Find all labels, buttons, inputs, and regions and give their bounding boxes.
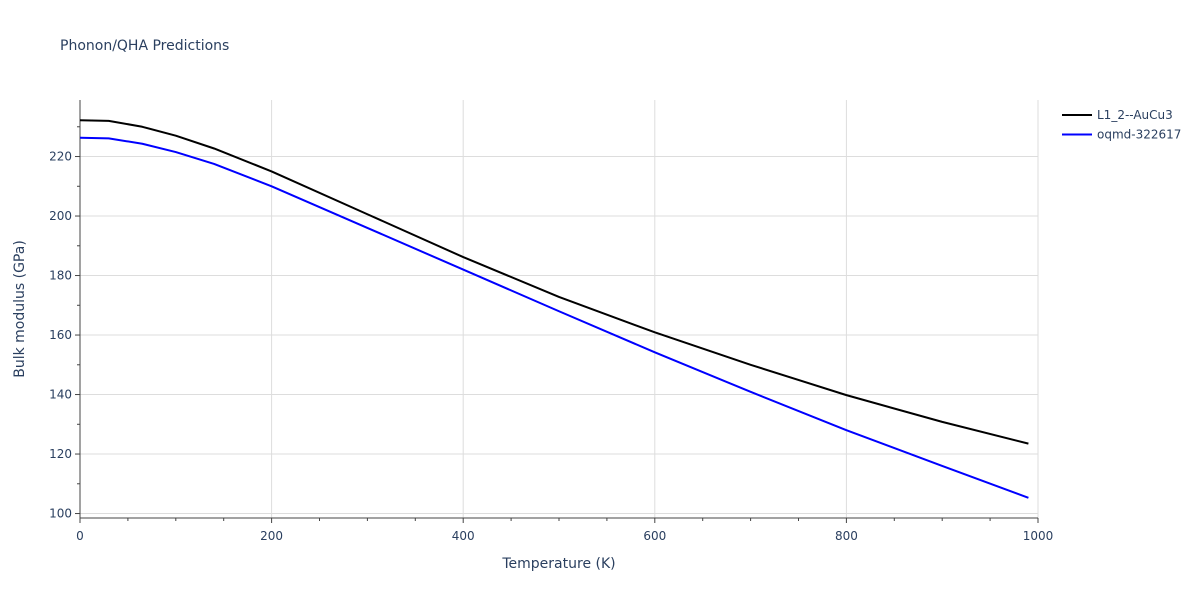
y-tick-label-1: 120 bbox=[49, 447, 72, 461]
x-tick-label-4: 800 bbox=[835, 529, 858, 543]
y-tick-label-6: 220 bbox=[49, 150, 72, 164]
x-axis-title: Temperature (K) bbox=[501, 556, 615, 572]
grid-layer bbox=[80, 100, 1039, 518]
y-tick-label-5: 200 bbox=[49, 209, 72, 223]
legend-item-1[interactable]: oqmd-322617 bbox=[1062, 128, 1181, 142]
x-tick-label-5: 1000 bbox=[1023, 529, 1054, 543]
legend-label-1: oqmd-322617 bbox=[1097, 128, 1181, 142]
x-tick-label-0: 0 bbox=[76, 529, 84, 543]
y-tick-label-3: 160 bbox=[49, 328, 72, 342]
x-tick-label-2: 400 bbox=[452, 529, 475, 543]
x-tick-label-1: 200 bbox=[260, 529, 283, 543]
y-tick-label-4: 180 bbox=[49, 269, 72, 283]
series-layer bbox=[79, 119, 1029, 499]
y-axis-title: Bulk modulus (GPa) bbox=[12, 240, 28, 378]
series-line-1 bbox=[79, 136, 1029, 499]
chart-title: Phonon/QHA Predictions bbox=[60, 38, 229, 54]
y-tick-label-2: 140 bbox=[49, 388, 72, 402]
legend[interactable]: L1_2--AuCu3 oqmd-322617 bbox=[1062, 108, 1181, 142]
legend-item-0[interactable]: L1_2--AuCu3 bbox=[1062, 108, 1173, 122]
axes-layer: 0 200 400 600 800 1000 100 120 140 160 180 200 220 bbox=[49, 100, 1053, 543]
series-line-0 bbox=[79, 119, 1029, 445]
y-tick-label-0: 100 bbox=[49, 507, 72, 521]
x-tick-label-3: 600 bbox=[643, 529, 666, 543]
legend-label-0: L1_2--AuCu3 bbox=[1097, 108, 1173, 122]
